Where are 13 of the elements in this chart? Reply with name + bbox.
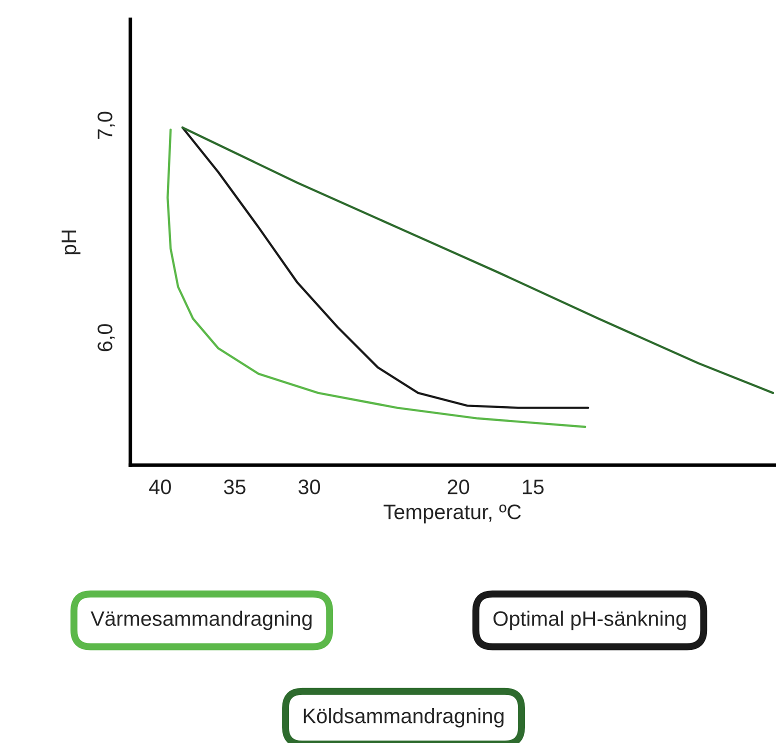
x-tick-label: 35 bbox=[224, 480, 246, 494]
x-axis-title: Temperatur, ºC bbox=[384, 504, 521, 524]
y-axis-title: pH bbox=[62, 230, 80, 254]
x-tick-label: 40 bbox=[149, 480, 171, 494]
text: Optimal pH-sänkning bbox=[493, 610, 686, 630]
x-tick-label: 15 bbox=[522, 480, 544, 494]
text: Värmesammandragning bbox=[90, 610, 312, 630]
y-tick-label: 7,0 bbox=[98, 112, 115, 139]
text: Köldsammandragning bbox=[304, 708, 504, 728]
x-tick-label: 30 bbox=[298, 480, 320, 494]
x-tick-label: 20 bbox=[448, 480, 470, 494]
line-series bbox=[181, 126, 774, 394]
y-tick-label: 6,0 bbox=[98, 324, 115, 352]
